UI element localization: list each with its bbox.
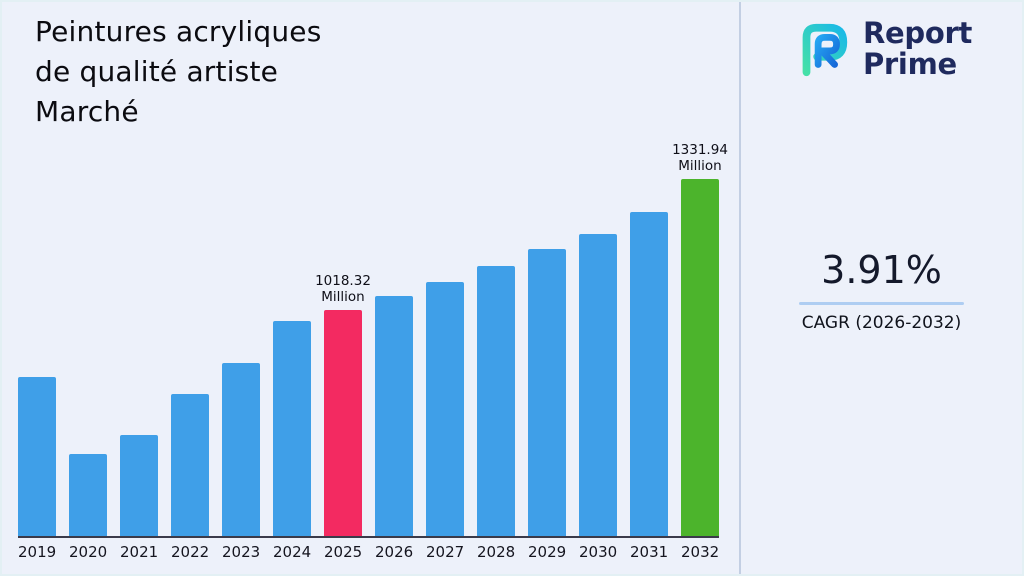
year-label-2026: 2026 [375, 543, 414, 561]
bar-group-2032: 1331.94 Million [672, 142, 728, 536]
report-prime-logo-icon [802, 23, 848, 77]
bar-group-2029 [528, 249, 566, 536]
bar-group-2028 [477, 266, 515, 536]
bar-2032 [681, 179, 719, 536]
year-label-2031: 2031 [630, 543, 669, 561]
bars-row: 1018.32 Million 1331.94 Million [18, 142, 728, 538]
year-label-2023: 2023 [222, 543, 261, 561]
brand-logo: Report Prime [741, 2, 1022, 80]
bar-2022 [171, 394, 209, 536]
bar-group-2025: 1018.32 Million [315, 273, 371, 536]
cagr-label: CAGR (2026-2032) [801, 313, 962, 333]
cagr-block: 3.91% CAGR (2026-2032) [741, 248, 1022, 333]
bar-group-2027 [426, 282, 464, 536]
year-label-2032: 2032 [681, 543, 720, 561]
page-title-line-2: de qualité artiste [35, 55, 279, 88]
year-label-2027: 2027 [426, 543, 465, 561]
bar-value-label-2032: 1331.94 Million [672, 142, 728, 174]
bar-2028 [477, 266, 515, 536]
page-title-line-1: Peintures acryliques [35, 15, 322, 48]
year-label-2022: 2022 [171, 543, 210, 561]
bar-group-2026 [375, 296, 413, 536]
year-label-2021: 2021 [120, 543, 159, 561]
year-label-2024: 2024 [273, 543, 312, 561]
bar-group-2022 [171, 394, 209, 536]
bar-group-2031 [630, 212, 668, 536]
right-panel: Report Prime 3.91% CAGR (2026-2032) [741, 2, 1022, 574]
bar-2027 [426, 282, 464, 536]
year-label-2025: 2025 [324, 543, 363, 561]
page-title: Peintures acryliques de qualité artiste … [35, 12, 322, 132]
bar-group-2030 [579, 234, 617, 536]
brand-name-line-2: Prime [862, 47, 957, 81]
year-label-2020: 2020 [69, 543, 108, 561]
bar-2019 [18, 377, 56, 536]
page-title-line-3: Marché [35, 95, 139, 128]
bar-2029 [528, 249, 566, 536]
bar-2026 [375, 296, 413, 536]
bar-2021 [120, 435, 158, 536]
vertical-divider [739, 2, 741, 574]
cagr-value: 3.91% [821, 248, 942, 292]
year-label-2028: 2028 [477, 543, 516, 561]
bar-2020 [69, 454, 107, 536]
bar-2024 [273, 321, 311, 536]
years-row: 2019 2020 2021 2022 2023 2024 2025 2026 2027 2028… [18, 543, 719, 561]
bar-group-2020 [69, 454, 107, 536]
bar-2025 [324, 310, 362, 536]
bar-2023 [222, 363, 260, 536]
bar-group-2023 [222, 363, 260, 536]
market-bar-chart: 1018.32 Million 1331.94 Million 2019 2020 202… [18, 142, 728, 561]
bar-2031 [630, 212, 668, 536]
bar-group-2019 [18, 377, 56, 536]
bar-value-label-2025: 1018.32 Million [315, 273, 371, 305]
year-label-2019: 2019 [18, 543, 57, 561]
cagr-underline [799, 302, 964, 305]
brand-name-line-1: Report [862, 16, 973, 50]
year-label-2030: 2030 [579, 543, 618, 561]
bar-group-2021 [120, 435, 158, 536]
bar-2030 [579, 234, 617, 536]
brand-name: Report Prime [863, 18, 972, 80]
bar-group-2024 [273, 321, 311, 536]
year-label-2029: 2029 [528, 543, 567, 561]
